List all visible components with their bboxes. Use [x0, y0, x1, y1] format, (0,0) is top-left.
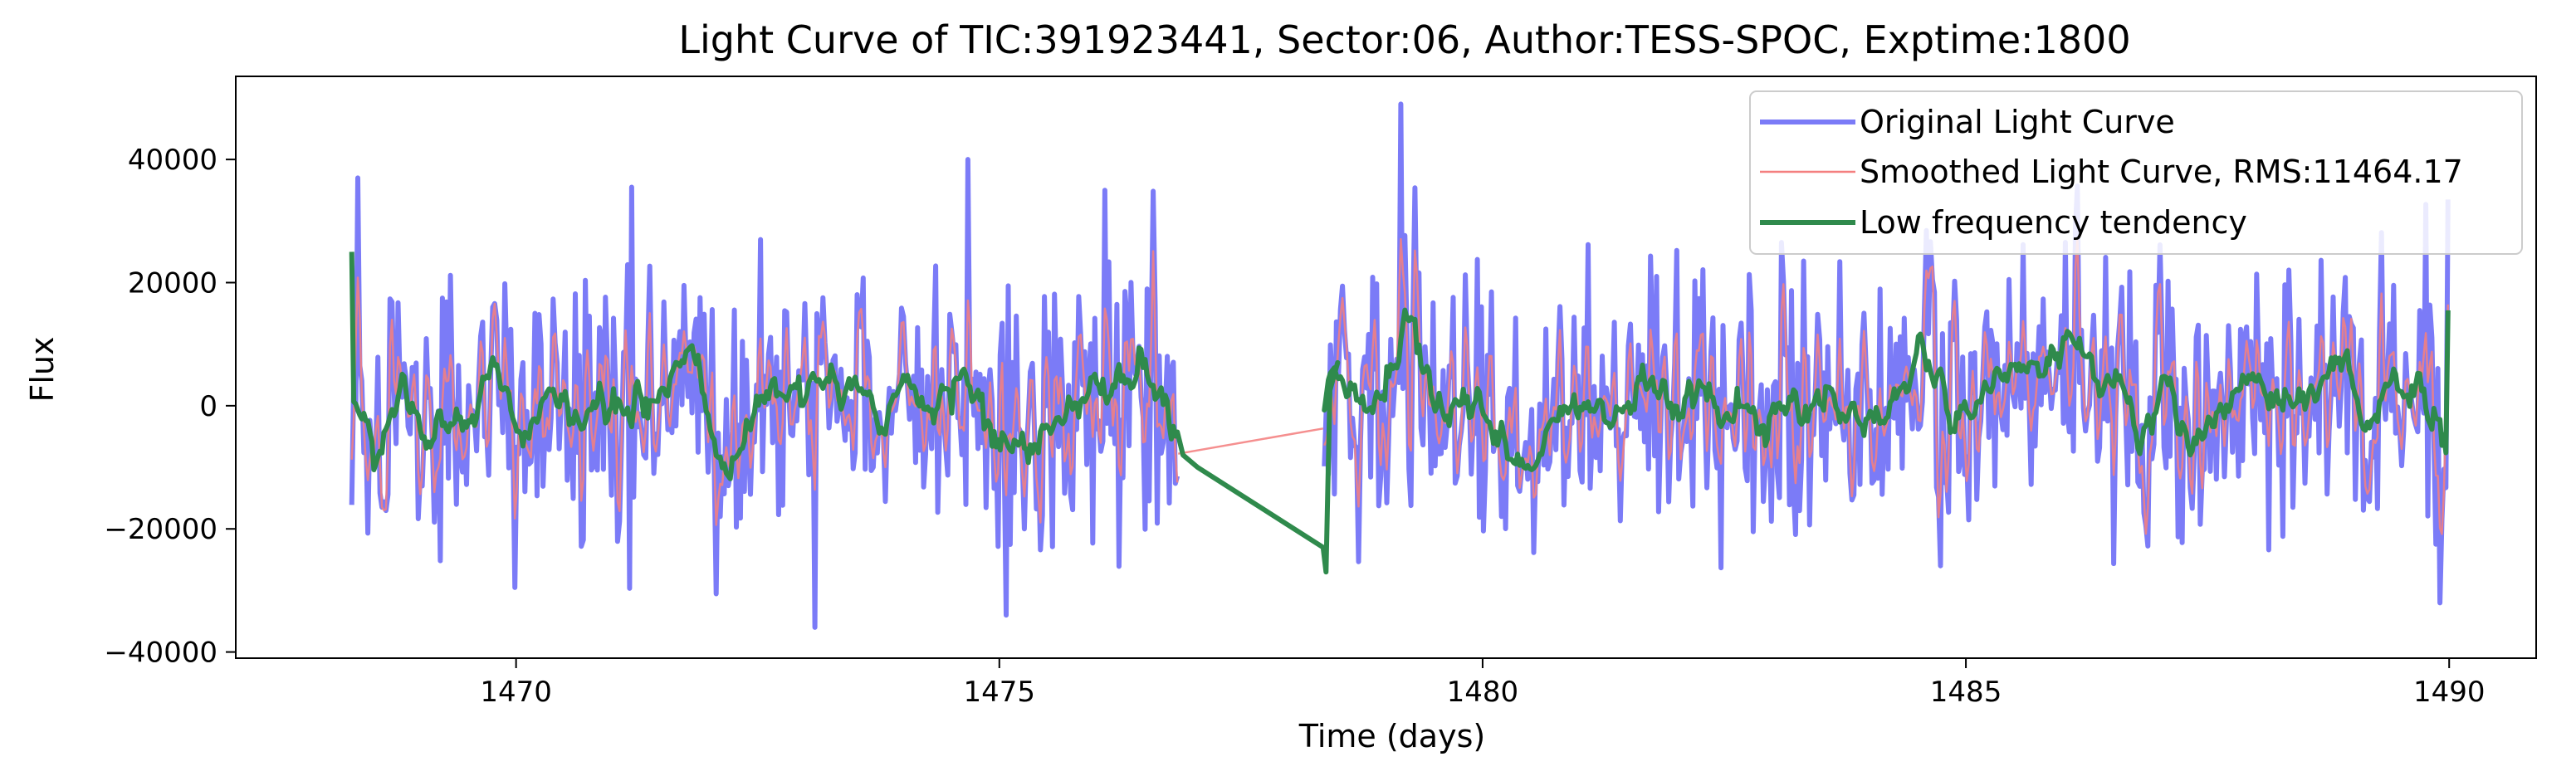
chart-title: Light Curve of TIC:391923441, Sector:06,… — [678, 17, 2130, 62]
y-axis-title: Flux — [24, 337, 61, 403]
legend-label-original: Original Light Curve — [1860, 104, 2175, 140]
legend-frame — [1749, 90, 2523, 255]
y-tick-label: 0 — [199, 390, 218, 423]
x-axis: 1470 1475 1480 1485 1490 — [480, 658, 2485, 709]
plot-area-frame — [235, 76, 2537, 659]
y-axis: 40000 20000 0 −20000 −40000 — [104, 144, 236, 670]
chart-legend: Original Light Curve Smoothed Light Curv… — [1749, 90, 2523, 255]
x-tick-label: 1480 — [1447, 676, 1519, 709]
y-tick-label: −20000 — [104, 513, 218, 546]
series-layer — [349, 101, 2451, 630]
y-tick-label: 20000 — [128, 267, 218, 300]
series-low-frequency-tendency — [349, 251, 2451, 575]
legend-label-low-frequency: Low frequency tendency — [1860, 204, 2247, 241]
x-tick-label: 1485 — [1930, 676, 2002, 709]
series-smoothed-light-curve — [350, 237, 2450, 535]
x-axis-title: Time (days) — [1298, 718, 1485, 754]
x-tick-label: 1490 — [2413, 676, 2486, 709]
y-tick-label: −40000 — [104, 637, 218, 670]
x-tick-label: 1475 — [964, 676, 1036, 709]
legend-label-smoothed: Smoothed Light Curve, RMS:11464.17 — [1860, 154, 2463, 190]
x-tick-label: 1470 — [480, 676, 552, 709]
y-tick-label: 40000 — [128, 144, 218, 177]
